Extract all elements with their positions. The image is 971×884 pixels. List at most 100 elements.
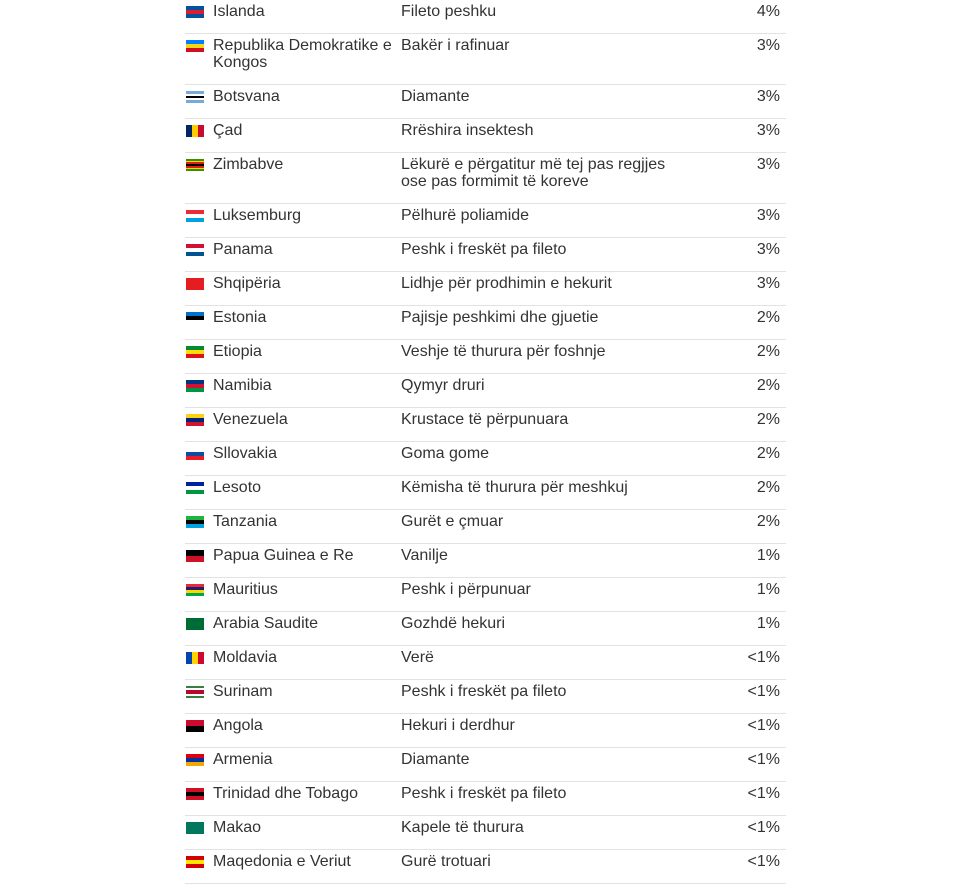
table-row: Moldavia Verë <1% xyxy=(185,646,786,680)
share-cell: 3% xyxy=(756,275,780,292)
country-cell: Maqedonia e Veriut xyxy=(213,853,351,870)
country-cell: Shqipëria xyxy=(213,275,281,292)
table-row: Islanda Fileto peshku 4% xyxy=(185,0,786,34)
share-cell: 2% xyxy=(756,309,780,326)
flag-icon xyxy=(186,278,204,290)
product-cell: Fileto peshku xyxy=(401,3,497,20)
table-row: Papua Guinea e Re Vanilje 1% xyxy=(185,544,786,578)
table-row: Trinidad dhe Tobago Peshk i freskët pa fi… xyxy=(185,782,786,816)
country-cell: Namibia xyxy=(213,377,272,394)
table-row: Botsvana Diamante 3% xyxy=(185,85,786,119)
country-cell: Sllovakia xyxy=(213,445,278,462)
country-cell: Tanzania xyxy=(213,513,278,530)
share-cell: 3% xyxy=(756,88,780,105)
flag-icon xyxy=(186,720,204,732)
country-cell: Makao xyxy=(213,819,262,836)
flag-icon xyxy=(186,686,204,698)
country-cell: Venezuela xyxy=(213,411,288,428)
product-cell: Vanilje xyxy=(401,547,448,564)
share-cell: <1% xyxy=(747,683,780,700)
flag-icon xyxy=(186,210,204,222)
flag-icon xyxy=(186,448,204,460)
product-cell: Gurë trotuari xyxy=(401,853,491,870)
share-cell: <1% xyxy=(747,819,780,836)
table-row: Sllovakia Goma gome 2% xyxy=(185,442,786,476)
share-cell: <1% xyxy=(747,649,780,666)
product-cell: Diamante xyxy=(401,751,470,768)
table-row: Çad Rrëshira insektesh 3% xyxy=(185,119,786,153)
share-cell: 3% xyxy=(756,122,780,139)
country-cell: Etiopia xyxy=(213,343,262,360)
product-cell: Gurët e çmuar xyxy=(401,513,504,530)
product-cell: Pëlhurë poliamide xyxy=(401,207,530,224)
share-cell: 1% xyxy=(756,581,780,598)
country-cell: Islanda xyxy=(213,3,265,20)
share-cell: 2% xyxy=(756,411,780,428)
country-cell: Botsvana xyxy=(213,88,280,105)
product-cell: Lëkurë e përgatitur më tej pas regjjes o… xyxy=(401,156,666,190)
flag-icon xyxy=(186,125,204,137)
product-cell: Lidhje për prodhimin e hekurit xyxy=(401,275,612,292)
table-row: Venezuela Krustace të përpunuara 2% xyxy=(185,408,786,442)
flag-icon xyxy=(186,516,204,528)
country-cell: Moldavia xyxy=(213,649,278,666)
product-cell: Goma gome xyxy=(401,445,490,462)
flag-icon xyxy=(186,652,204,664)
share-cell: 2% xyxy=(756,343,780,360)
product-cell: Diamante xyxy=(401,88,470,105)
country-cell: Arabia Saudite xyxy=(213,615,318,632)
product-cell: Qymyr druri xyxy=(401,377,485,394)
table-row: Arabia Saudite Gozhdë hekuri 1% xyxy=(185,612,786,646)
table-row: Zimbabve Lëkurë e përgatitur më tej pas r… xyxy=(185,153,786,204)
country-cell: Armenia xyxy=(213,751,273,768)
flag-icon xyxy=(186,856,204,868)
flag-icon xyxy=(186,822,204,834)
share-cell: <1% xyxy=(747,717,780,734)
table-row: Namibia Qymyr druri 2% xyxy=(185,374,786,408)
table-row: Makao Kapele të thurura <1% xyxy=(185,816,786,850)
share-cell: <1% xyxy=(747,853,780,870)
flag-icon xyxy=(186,482,204,494)
share-cell: 3% xyxy=(756,241,780,258)
flag-icon xyxy=(186,414,204,426)
flag-icon xyxy=(186,618,204,630)
table-row: Shqipëria Lidhje për prodhimin e hekurit 3… xyxy=(185,272,786,306)
share-cell: 2% xyxy=(756,479,780,496)
country-cell: Panama xyxy=(213,241,273,258)
table-row: Republika Demokratike e Kongos Bakër i ra… xyxy=(185,34,786,85)
product-cell: Verë xyxy=(401,649,434,666)
flag-icon xyxy=(186,6,204,18)
product-cell: Peshk i freskët pa fileto xyxy=(401,241,567,258)
country-cell: Lesoto xyxy=(213,479,262,496)
product-cell: Pajisje peshkimi dhe gjuetie xyxy=(401,309,599,326)
table-row: Tanzania Gurët e çmuar 2% xyxy=(185,510,786,544)
country-cell: Trinidad dhe Tobago xyxy=(213,785,358,802)
flag-icon xyxy=(186,159,204,172)
share-cell: <1% xyxy=(747,785,780,802)
country-cell: Luksemburg xyxy=(213,207,302,224)
table: Islanda Fileto peshku 4% Republika Demokrat… xyxy=(185,0,786,884)
country-cell: Papua Guinea e Re xyxy=(213,547,354,564)
share-cell: 1% xyxy=(756,615,780,632)
share-cell: <1% xyxy=(747,751,780,768)
country-cell: Angola xyxy=(213,717,263,734)
table-row: Surinam Peshk i freskët pa fileto <1% xyxy=(185,680,786,714)
table-row: Luksemburg Pëlhurë poliamide 3% xyxy=(185,204,786,238)
flag-icon xyxy=(186,244,204,256)
flag-icon xyxy=(186,380,204,392)
table-row: Etiopia Veshje të thurura për foshnje 2% xyxy=(185,340,786,374)
country-cell: Republika Demokratike e Kongos xyxy=(213,37,392,71)
table-row: Angola Hekuri i derdhur <1% xyxy=(185,714,786,748)
flag-icon xyxy=(186,550,204,562)
flag-icon xyxy=(186,788,204,800)
product-cell: Krustace të përpunuara xyxy=(401,411,569,428)
flag-icon xyxy=(186,754,204,766)
table-row: Mauritius Peshk i përpunuar 1% xyxy=(185,578,786,612)
share-cell: 3% xyxy=(756,207,780,224)
product-cell: Këmisha të thurura për meshkuj xyxy=(401,479,628,496)
product-cell: Peshk i freskët pa fileto xyxy=(401,683,567,700)
product-cell: Hekuri i derdhur xyxy=(401,717,515,734)
product-cell: Veshje të thurura për foshnje xyxy=(401,343,606,360)
flag-icon xyxy=(186,346,204,358)
